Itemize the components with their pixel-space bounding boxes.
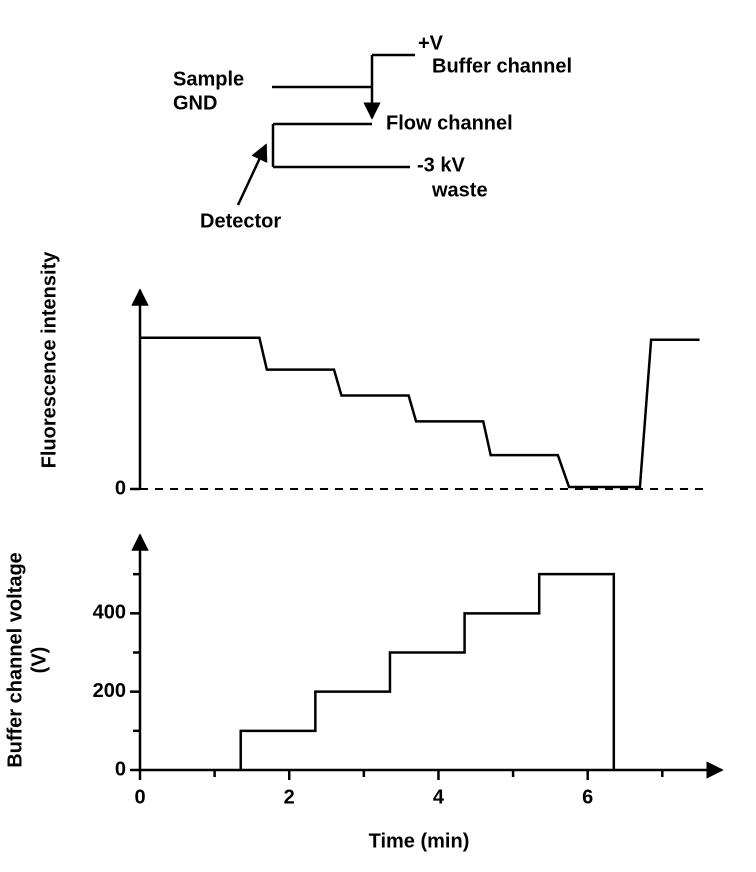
y-axis-label: Buffer channel voltage: [4, 552, 26, 768]
x-tick-label: 0: [134, 786, 145, 808]
y-tick-label: 200: [93, 680, 126, 702]
y-tick-label: 0: [115, 758, 126, 780]
label: Buffer channel: [432, 55, 572, 77]
data-line: [239, 572, 616, 770]
label: waste: [431, 179, 488, 201]
label: Detector: [200, 210, 281, 232]
label: +V: [418, 32, 444, 54]
label: -3 kV: [417, 154, 465, 176]
x-tick-label: 4: [433, 786, 445, 808]
label: Sample: [173, 68, 244, 90]
diagram: Sample GND +V Buffer channel Flow channe…: [173, 32, 572, 232]
y-tick-label: 400: [93, 602, 126, 624]
y-tick-label: 0: [115, 477, 126, 499]
data-line: [140, 336, 700, 489]
y-axis-label: Fluorescence intensity: [38, 251, 60, 469]
label: Flow channel: [386, 112, 513, 134]
x-tick-label: 6: [582, 786, 593, 808]
label: GND: [173, 92, 217, 114]
x-tick-label: 2: [284, 786, 295, 808]
x-axis-label: Time (min): [369, 830, 470, 852]
y-axis-label: (V): [28, 647, 50, 674]
detector-arrow: [236, 143, 268, 206]
